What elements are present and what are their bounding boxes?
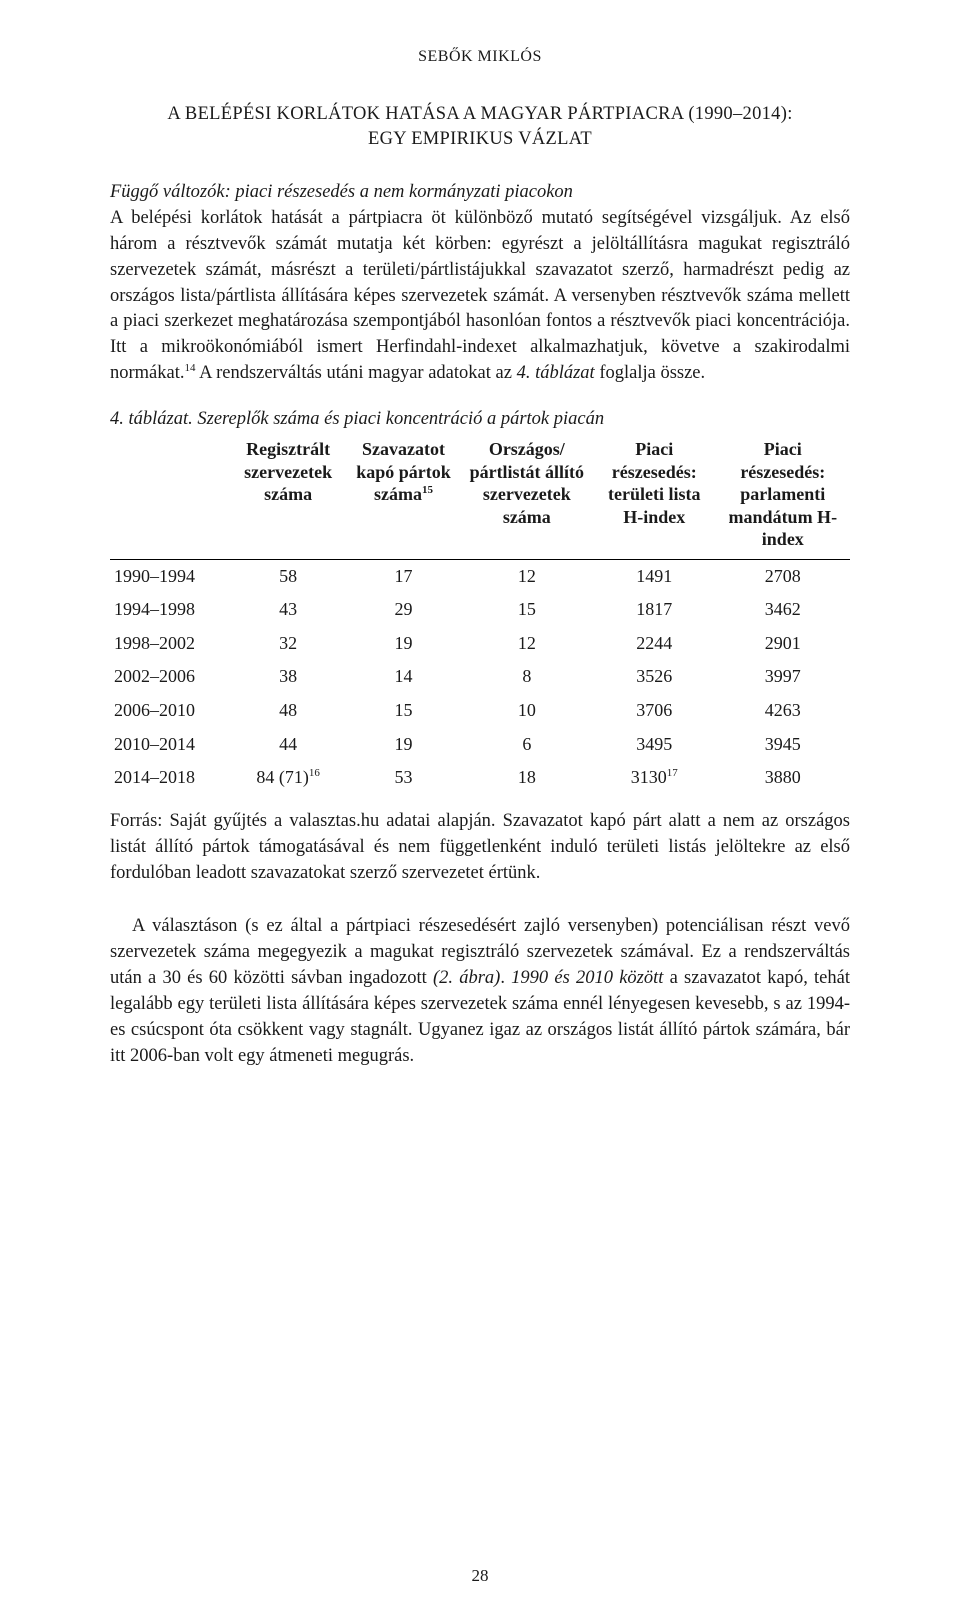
table-cell: 14 [346,660,460,694]
table-source: Forrás: Saját gyűjtés a valasztas.hu ada… [110,809,850,887]
table-cell: 2010–2014 [110,728,230,762]
table-row: 1998–200232191222442901 [110,627,850,661]
table-caption-rest: Szereplők száma és piaci koncentráció a … [193,409,604,429]
data-table: Regisztrált szervezetek száma Szavazatot… [110,434,850,795]
table-cell: 2708 [716,559,850,593]
table-cell: 32 [230,627,346,661]
paragraph-2: A választáson (s ez által a pártpiaci ré… [110,914,850,1069]
para1-rest-b: A rendszerváltás utáni magyar adatokat a… [196,363,517,383]
table-cell: 2002–2006 [110,660,230,694]
para1-lead: Függő változók: piaci részesedés a nem k… [110,182,573,202]
table-cell: 38 [230,660,346,694]
table-cell: 3997 [716,660,850,694]
table-cell: 3526 [593,660,716,694]
footnote-ref-17: 17 [667,767,678,779]
para1-tableref: 4. táblázat [517,363,595,383]
table-cell: 2244 [593,627,716,661]
table-cell: 10 [461,694,593,728]
table-cell: 1990–1994 [110,559,230,593]
table-cell: 1994–1998 [110,593,230,627]
para2-emph: 1990 és 2010 között [511,968,663,988]
table-cell: 4263 [716,694,850,728]
para1-rest-c: foglalja össze. [595,363,705,383]
table-caption: 4. táblázat. Szereplők száma és piaci ko… [110,409,850,430]
table-cell: 313017 [593,761,716,795]
table-row: 2006–201048151037064263 [110,694,850,728]
table-cell: 12 [461,559,593,593]
footnote-ref-16: 16 [309,767,320,779]
th-1: Regisztrált szervezetek száma [230,434,346,559]
para1-rest-a: A belépési korlátok hatását a pártpiacra… [110,208,850,383]
table-cell: 2901 [716,627,850,661]
table-cell: 18 [461,761,593,795]
th-4: Piaci részesedés: területi lista H-index [593,434,716,559]
table-cell: 43 [230,593,346,627]
table-body: 1990–1994581712149127081994–199843291518… [110,559,850,795]
page: SEBŐK MIKLÓS A BELÉPÉSI KORLÁTOK HATÁSA … [0,0,960,1620]
table-cell: 1998–2002 [110,627,230,661]
table-cell: 48 [230,694,346,728]
page-number: 28 [0,1566,960,1586]
table-cell: 84 (71)16 [230,761,346,795]
table-cell: 1491 [593,559,716,593]
th-0 [110,434,230,559]
table-cell: 1817 [593,593,716,627]
table-cell: 3462 [716,593,850,627]
table-row: 2010–20144419634953945 [110,728,850,762]
th-5: Piaci részesedés: parlamenti mandátum H-… [716,434,850,559]
table-row: 1990–199458171214912708 [110,559,850,593]
table-cell: 15 [461,593,593,627]
table-row: 2002–20063814835263997 [110,660,850,694]
table-cell: 6 [461,728,593,762]
table-head: Regisztrált szervezetek száma Szavazatot… [110,434,850,559]
section-title-line1: A BELÉPÉSI KORLÁTOK HATÁSA A MAGYAR PÁRT… [167,104,792,124]
table-cell: 3880 [716,761,850,795]
table-cell: 15 [346,694,460,728]
table-cell: 19 [346,728,460,762]
table-caption-prefix: 4. táblázat. [110,409,193,429]
table-cell: 2014–2018 [110,761,230,795]
table-cell: 29 [346,593,460,627]
th-2: Szavazatot kapó pártok száma15 [346,434,460,559]
paragraph-1: Függő változók: piaci részesedés a nem k… [110,180,850,387]
table-cell: 2006–2010 [110,694,230,728]
th-3: Országos/ pártlistát állító szervezetek … [461,434,593,559]
table-cell: 44 [230,728,346,762]
table-cell: 19 [346,627,460,661]
table-cell: 17 [346,559,460,593]
table-cell: 3706 [593,694,716,728]
footnote-ref-14: 14 [185,362,196,374]
footnote-ref-15: 15 [422,484,433,496]
table-row: 1994–199843291518173462 [110,593,850,627]
table-row: 2014–201884 (71)1653183130173880 [110,761,850,795]
th-2-text: Szavazatot kapó pártok száma [356,439,451,504]
table-cell: 8 [461,660,593,694]
running-head: SEBŐK MIKLÓS [110,48,850,66]
table-cell: 3945 [716,728,850,762]
para2-figref: (2. ábra) [433,968,500,988]
table-cell: 3495 [593,728,716,762]
table-cell: 12 [461,627,593,661]
section-title-line2: EGY EMPIRIKUS VÁZLAT [368,129,592,149]
table-cell: 58 [230,559,346,593]
section-title: A BELÉPÉSI KORLÁTOK HATÁSA A MAGYAR PÁRT… [110,102,850,152]
para2-point: . [500,968,511,988]
table-cell: 53 [346,761,460,795]
